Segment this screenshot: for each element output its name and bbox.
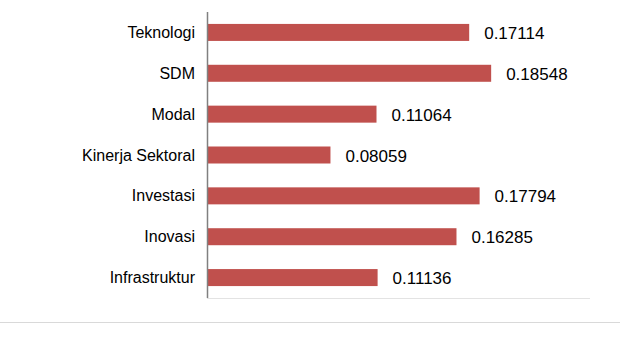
chart-border (0, 322, 620, 323)
category-label: Teknologi (127, 24, 195, 41)
data-label: 0.16285 (471, 228, 532, 247)
category-label: Inovasi (144, 228, 195, 245)
data-label: 0.11136 (393, 269, 452, 288)
y-axis-line (207, 12, 209, 298)
bar (207, 106, 377, 123)
category-label: Modal (151, 106, 195, 123)
bar (207, 269, 378, 286)
category-label: Infrastruktur (110, 269, 196, 286)
bar (207, 24, 469, 41)
bar (207, 65, 491, 82)
data-label: 0.08059 (345, 147, 406, 166)
category-label: Investasi (132, 187, 195, 204)
category-label: Kinerja Sektoral (82, 147, 195, 164)
category-label: SDM (159, 65, 195, 82)
chart: Teknologi 0.17114 SDM 0.18548 Modal 0.11064 Ki… (0, 0, 620, 344)
bar (207, 228, 456, 245)
bar (207, 147, 330, 164)
data-label: 0.11064 (392, 106, 452, 125)
bar (207, 187, 480, 204)
data-label: 0.17794 (495, 187, 556, 206)
data-label: 0.18548 (506, 65, 567, 84)
data-label: 0.17114 (484, 24, 544, 43)
bars (207, 24, 491, 286)
x-axis-line (207, 298, 590, 299)
labels: Teknologi 0.17114 SDM 0.18548 Modal 0.11064 Ki… (82, 24, 568, 288)
